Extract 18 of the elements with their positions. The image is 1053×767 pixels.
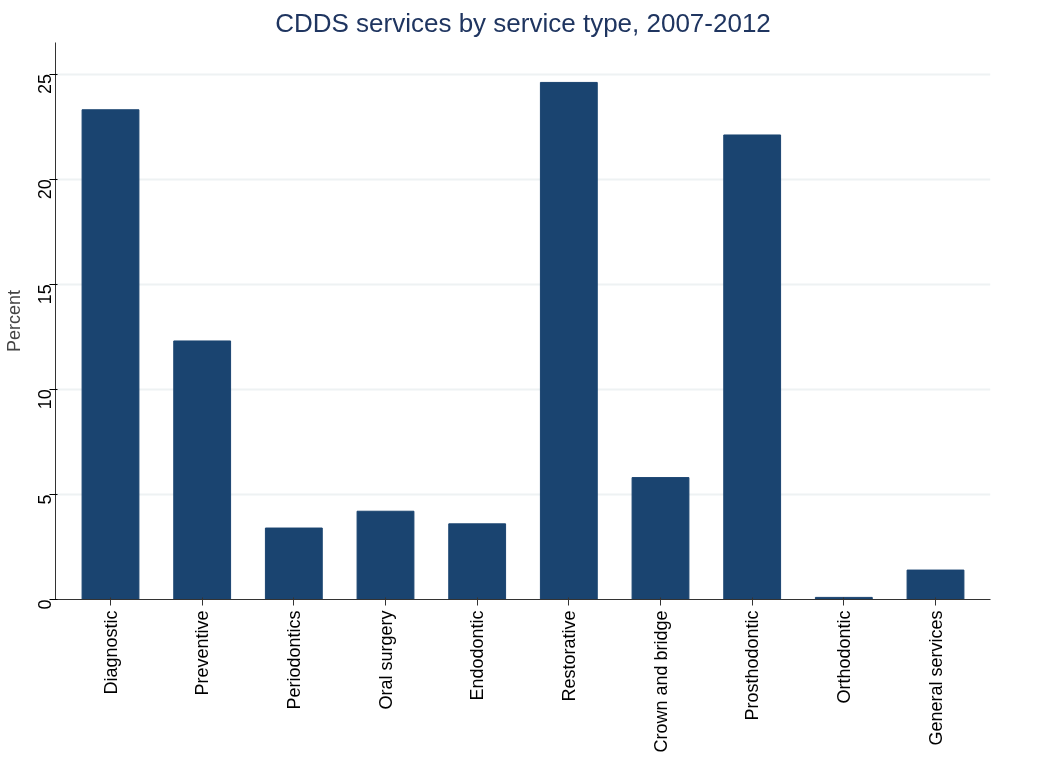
x-tick-label: Diagnostic xyxy=(100,610,121,695)
x-tick-label: Endodontic xyxy=(467,610,488,701)
y-tick-label: 15 xyxy=(35,284,55,305)
x-tick-label: Crown and bridge xyxy=(650,610,671,753)
x-tick-label: Preventive xyxy=(192,610,213,696)
y-tick-label: 10 xyxy=(35,389,55,410)
y-tick-label: 20 xyxy=(35,179,55,200)
y-tick-label: 5 xyxy=(35,494,55,505)
x-tick-label: General services xyxy=(925,610,946,746)
chart-title: CDDS services by service type, 2007-2012 xyxy=(275,7,771,38)
y-axis-title: Percent xyxy=(3,289,24,353)
y-tick-label: 0 xyxy=(35,599,55,610)
x-tick-label: Restorative xyxy=(558,610,579,702)
x-tick-label: Periodontics xyxy=(283,610,304,710)
x-tick-label: Prosthodontic xyxy=(742,610,763,721)
x-tick-label: Oral surgery xyxy=(375,610,396,710)
y-tick-label: 25 xyxy=(35,74,55,95)
x-tick-label: Orthodontic xyxy=(833,610,854,704)
